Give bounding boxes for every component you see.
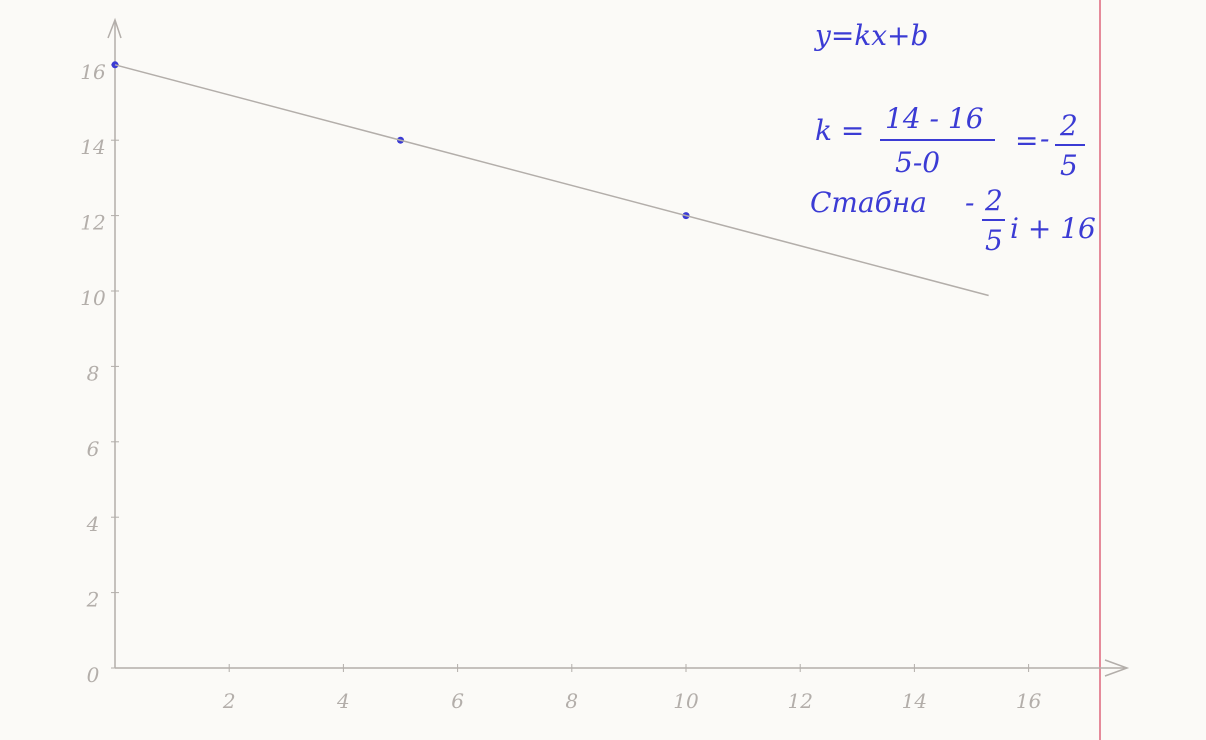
x-tick-label: 12	[787, 689, 812, 713]
x-tick-label: 16	[1016, 689, 1042, 713]
line-numerator: 2	[984, 184, 1003, 217]
trend-line	[115, 65, 989, 296]
y-tick-label: 0	[87, 663, 100, 687]
x-tick-label: 14	[902, 689, 927, 713]
line-minus: -	[965, 186, 974, 219]
y-tick-label: 8	[87, 361, 100, 385]
y-tick-label: 14	[80, 135, 105, 159]
y-tick-label: 16	[80, 60, 106, 84]
fraction-numerator: 14 - 16	[885, 102, 984, 135]
chart: y=kx+b k = 14 - 16 5-0 = - 2 5 Стабна - …	[0, 0, 1206, 740]
x-tick-label: 10	[673, 689, 699, 713]
x-tick-label: 8	[565, 689, 578, 713]
x-tick-label: 2	[222, 689, 236, 713]
equation: y=kx+b	[813, 19, 928, 52]
fraction-denominator: 5-0	[895, 146, 940, 179]
x-tick-label: 4	[336, 689, 350, 713]
x-tick-label: 6	[451, 689, 464, 713]
annotations: y=kx+b k = 14 - 16 5-0 = - 2 5 Стабна - …	[810, 19, 1096, 257]
k-label: k =	[815, 114, 864, 147]
y-tick-label: 2	[86, 588, 100, 612]
equals: =	[1015, 124, 1038, 157]
y-tick-label: 12	[80, 211, 105, 235]
y-tick-label: 6	[87, 437, 100, 461]
line-rest: i + 16	[1010, 212, 1096, 245]
page: {"chart_data": {"type": "scatter", "xlim…	[0, 0, 1206, 740]
line-denominator: 5	[985, 224, 1003, 257]
line-label: Стабна	[810, 186, 927, 219]
result-numerator: 2	[1059, 109, 1078, 142]
minus: -	[1040, 122, 1049, 155]
result-denominator: 5	[1060, 149, 1078, 182]
y-tick-label: 4	[86, 512, 100, 536]
y-tick-label: 10	[80, 286, 106, 310]
